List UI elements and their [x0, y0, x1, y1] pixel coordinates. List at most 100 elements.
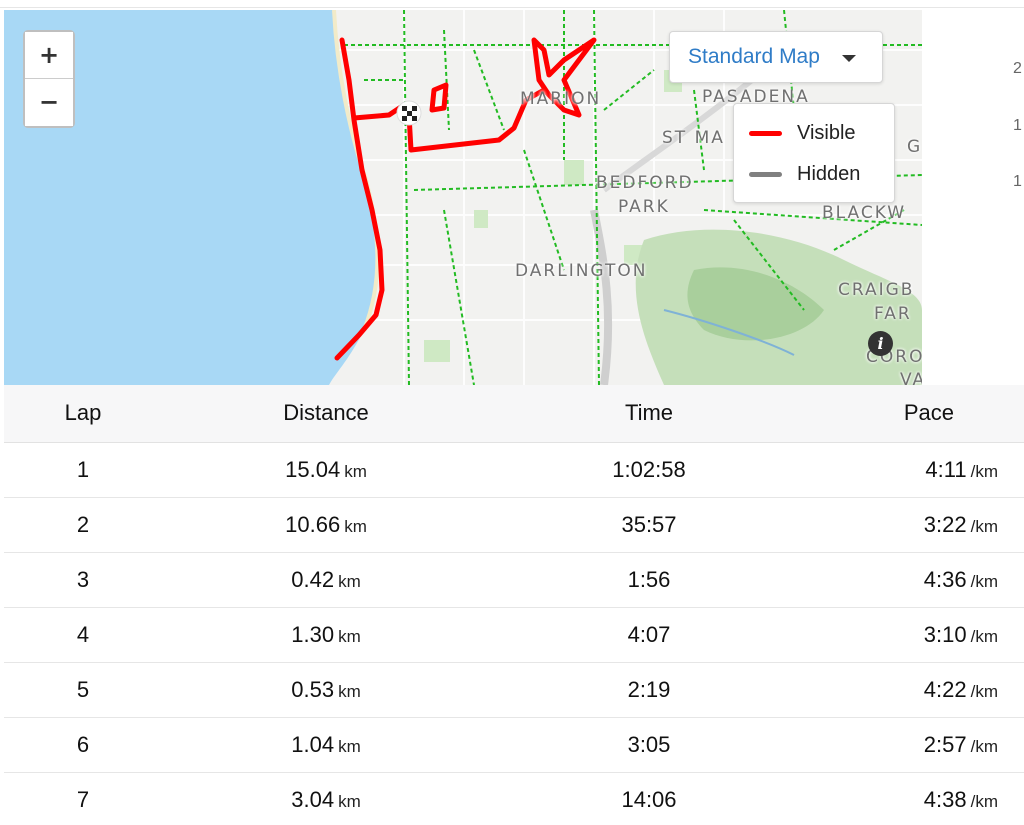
distance-value: 1.30: [291, 621, 335, 647]
distance-unit: km: [338, 681, 361, 701]
lap-pace: 4:38/km: [808, 772, 1024, 825]
distance-unit: km: [338, 571, 361, 591]
lap-pace: 4:11/km: [808, 442, 1024, 498]
pace-value: 4:36: [923, 566, 967, 592]
lap-time: 4:07: [490, 607, 808, 663]
lap-pace: 2:57/km: [808, 717, 1024, 773]
lap-distance: 1.30 km: [162, 607, 490, 663]
table-row[interactable]: 4 1.30 km 4:07 3:10/km: [4, 607, 1024, 663]
laps-table: Lap Distance Time Pace 1 15.04 km 1:02:58…: [4, 385, 1024, 825]
place-label: FAR: [874, 304, 912, 324]
place-label: PARK: [618, 197, 670, 217]
info-icon[interactable]: i: [868, 331, 893, 356]
lap-time: 2:19: [490, 662, 808, 718]
lap-time: 3:05: [490, 717, 808, 773]
column-header-time[interactable]: Time: [490, 385, 808, 443]
pace-unit: /km: [970, 791, 998, 811]
lap-number: 1: [4, 442, 162, 498]
pace-unit: /km: [970, 516, 998, 536]
pace-value: 2:57: [923, 731, 967, 757]
route-legend: Visible Hidden: [733, 103, 895, 203]
distance-value: 3.04: [291, 786, 335, 812]
pace-unit: /km: [970, 571, 998, 591]
lap-distance: 0.42 km: [162, 552, 490, 608]
distance-value: 0.53: [291, 676, 335, 702]
pace-unit: /km: [970, 736, 998, 756]
lap-pace: 4:22/km: [808, 662, 1024, 718]
distance-value: 0.42: [291, 566, 335, 592]
lap-distance: 1.04 km: [162, 717, 490, 773]
pace-value: 4:38: [923, 786, 967, 812]
place-label: VA: [900, 370, 922, 385]
zoom-in-button[interactable]: +: [25, 32, 73, 79]
lap-distance: 0.53 km: [162, 662, 490, 718]
side-tick-label: 2: [1013, 60, 1022, 77]
table-row[interactable]: 2 10.66 km 35:57 3:22/km: [4, 497, 1024, 553]
table-row[interactable]: 5 0.53 km 2:19 4:22/km: [4, 662, 1024, 718]
table-row[interactable]: 7 3.04 km 14:06 4:38/km: [4, 772, 1024, 825]
lap-time: 1:56: [490, 552, 808, 608]
route-map[interactable]: MARION PASADENA ST MA BEDFORD PARK BLACK…: [4, 10, 922, 385]
place-label: MARION: [520, 89, 602, 109]
distance-unit: km: [344, 461, 367, 481]
pace-value: 4:22: [923, 676, 967, 702]
table-row[interactable]: 3 0.42 km 1:56 4:36/km: [4, 552, 1024, 608]
lap-time: 1:02:58: [490, 442, 808, 498]
lap-time: 35:57: [490, 497, 808, 553]
map-type-dropdown[interactable]: Standard Map: [669, 31, 883, 83]
laps-table-header: Lap Distance Time Pace: [4, 385, 1024, 443]
zoom-out-button[interactable]: −: [25, 79, 73, 126]
lap-number: 6: [4, 717, 162, 773]
place-label: ST MA: [662, 128, 725, 148]
lap-distance: 10.66 km: [162, 497, 490, 553]
legend-label: Hidden: [797, 162, 861, 185]
side-tick-label: 1: [1013, 117, 1022, 134]
distance-unit: km: [338, 791, 361, 811]
place-label: CRAIGB: [838, 280, 915, 300]
pace-value: 3:22: [923, 511, 967, 537]
place-label: PASADENA: [702, 87, 810, 107]
legend-item-visible: Visible: [734, 118, 856, 148]
lap-pace: 3:22/km: [808, 497, 1024, 553]
lap-distance: 15.04 km: [162, 442, 490, 498]
legend-item-hidden: Hidden: [734, 159, 860, 189]
distance-unit: km: [338, 736, 361, 756]
place-label: BLACKW: [822, 203, 907, 223]
legend-swatch-visible: [749, 130, 782, 136]
lap-distance: 3.04 km: [162, 772, 490, 825]
lap-pace: 4:36/km: [808, 552, 1024, 608]
lap-number: 2: [4, 497, 162, 553]
lap-time: 14:06: [490, 772, 808, 825]
pace-value: 3:10: [923, 621, 967, 647]
lap-number: 7: [4, 772, 162, 825]
legend-label: Visible: [797, 121, 856, 144]
place-label: BEDFORD: [596, 173, 694, 193]
column-header-lap[interactable]: Lap: [4, 385, 162, 443]
lap-number: 5: [4, 662, 162, 718]
pace-unit: /km: [970, 681, 998, 701]
map-type-selected: Standard Map: [688, 45, 820, 68]
column-header-pace[interactable]: Pace: [808, 385, 1024, 443]
place-label: DARLINGTON: [515, 261, 648, 281]
side-tick-label: 1: [1013, 173, 1022, 190]
caret-down-icon: [842, 55, 856, 62]
distance-value: 10.66: [285, 511, 341, 537]
pace-value: 4:11: [925, 456, 967, 482]
distance-unit: km: [338, 626, 361, 646]
distance-value: 15.04: [285, 456, 341, 482]
table-row[interactable]: 1 15.04 km 1:02:58 4:11/km: [4, 442, 1024, 498]
lap-number: 3: [4, 552, 162, 608]
table-row[interactable]: 6 1.04 km 3:05 2:57/km: [4, 717, 1024, 773]
distance-unit: km: [344, 516, 367, 536]
checkered-flag-icon: [396, 100, 422, 126]
lap-number: 4: [4, 607, 162, 663]
lap-pace: 3:10/km: [808, 607, 1024, 663]
legend-swatch-hidden: [749, 171, 782, 177]
pace-unit: /km: [970, 626, 998, 646]
distance-value: 1.04: [291, 731, 335, 757]
column-header-distance[interactable]: Distance: [162, 385, 490, 443]
top-divider: [0, 0, 1024, 8]
pace-unit: /km: [970, 461, 998, 481]
zoom-control: + −: [23, 30, 75, 128]
place-label: G: [907, 137, 922, 157]
